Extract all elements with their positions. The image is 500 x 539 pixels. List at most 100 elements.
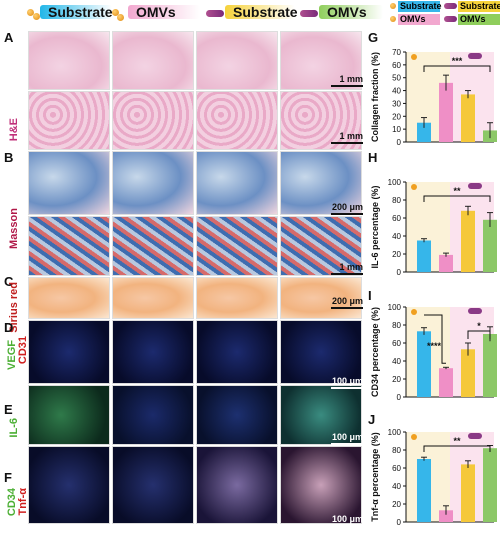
panel-label-f: F bbox=[4, 470, 12, 485]
y-tick-label: 10 bbox=[392, 125, 401, 134]
panel-label-a: A bbox=[4, 30, 14, 45]
y-tick-label: 100 bbox=[388, 428, 402, 437]
bar bbox=[461, 464, 475, 522]
micrograph-masson-detail-2 bbox=[112, 216, 194, 276]
bacteria-icon bbox=[300, 10, 318, 17]
bar bbox=[417, 122, 431, 142]
panel-label-j: J bbox=[368, 412, 376, 427]
bar bbox=[483, 448, 497, 522]
micrograph-sirius-red-1 bbox=[28, 277, 110, 319]
scale-bar-f: 100 μm bbox=[318, 514, 363, 527]
header-omvs-1: OMVs bbox=[128, 4, 200, 20]
bacteria-icon bbox=[206, 10, 224, 17]
omvs-particle-icon bbox=[112, 9, 119, 16]
panel-label-g: G bbox=[368, 30, 379, 45]
significance-stars: ** bbox=[453, 186, 461, 196]
bar bbox=[439, 82, 453, 142]
micrograph-he-overview-2 bbox=[112, 31, 194, 90]
y-tick-label: 40 bbox=[392, 482, 401, 491]
y-tick-label: 60 bbox=[392, 61, 401, 70]
chart-g: 0 10 20 30 40 50 60 70 Collagen fraction (%) *** bbox=[370, 48, 497, 147]
micrograph-masson-overview-4 bbox=[280, 151, 362, 215]
y-tick-label: 20 bbox=[392, 375, 401, 384]
y-tick-label: 30 bbox=[392, 99, 401, 108]
scale-bar-a1: 1 mm bbox=[325, 74, 363, 87]
micrograph-masson-detail-3 bbox=[196, 216, 278, 276]
legend-omvs-bacteria: OMVs bbox=[458, 14, 500, 25]
micrograph-il6-3 bbox=[196, 385, 278, 445]
y-tick-label: 20 bbox=[392, 500, 401, 509]
bar bbox=[483, 219, 497, 272]
micrograph-vegf-cd31-1 bbox=[28, 320, 110, 384]
micrograph-he-detail-1 bbox=[28, 91, 110, 150]
bacteria-icon bbox=[468, 53, 482, 59]
micrograph-masson-overview-1 bbox=[28, 151, 110, 215]
bar bbox=[439, 510, 453, 522]
significance-bracket-right bbox=[467, 330, 491, 339]
micrograph-sirius-red-3 bbox=[196, 277, 278, 319]
y-tick-label: 60 bbox=[392, 214, 401, 223]
significance-stars-right: * bbox=[477, 321, 481, 331]
scale-bar-e: 100 μm bbox=[318, 432, 363, 445]
bar bbox=[483, 334, 497, 397]
y-tick-label: 40 bbox=[392, 357, 401, 366]
y-tick-label: 80 bbox=[392, 446, 401, 455]
substrate-icon bbox=[411, 309, 417, 315]
y-tick-label: 50 bbox=[392, 74, 401, 83]
y-tick-label: 0 bbox=[397, 393, 402, 402]
y-tick-label: 0 bbox=[397, 268, 402, 277]
header-substrate-2: Substrate bbox=[225, 4, 298, 20]
micrograph-cd34-tnf-3 bbox=[196, 446, 278, 524]
stain-label-il6: IL-6 bbox=[8, 418, 20, 438]
significance-bracket bbox=[423, 445, 491, 452]
y-tick-label: 60 bbox=[392, 464, 401, 473]
scale-bar-b1: 200 μm bbox=[318, 202, 363, 215]
panel-label-b: B bbox=[4, 150, 14, 165]
omvs-particle-icon bbox=[117, 14, 124, 21]
micrograph-masson-detail-1 bbox=[28, 216, 110, 276]
y-tick-label: 20 bbox=[392, 112, 401, 121]
y-tick-label: 70 bbox=[392, 48, 401, 57]
micrograph-sirius-red-2 bbox=[112, 277, 194, 319]
y-axis-label: Tnf-α percentage (%) bbox=[370, 432, 380, 522]
y-tick-label: 40 bbox=[392, 232, 401, 241]
significance-stars-left: **** bbox=[427, 341, 442, 351]
panel-label-e: E bbox=[4, 402, 13, 417]
y-axis-label: Collagen fraction (%) bbox=[370, 52, 380, 142]
stain-label-he: H&E bbox=[8, 118, 20, 142]
y-tick-label: 20 bbox=[392, 250, 401, 259]
micrograph-cd34-tnf-2 bbox=[112, 446, 194, 524]
micrograph-vegf-cd31-4 bbox=[280, 320, 362, 384]
substrate-particle-icon bbox=[33, 13, 40, 20]
significance-bracket bbox=[423, 65, 491, 72]
micrograph-he-overview-4 bbox=[280, 31, 362, 90]
bacteria-icon bbox=[468, 308, 482, 314]
scale-bar-b2: 1 mm bbox=[325, 262, 363, 275]
panel-label-i: I bbox=[368, 288, 372, 303]
micrograph-cd34-tnf-1 bbox=[28, 446, 110, 524]
chart-j: 0 20 40 60 80 100 Tnf-α percentage (%) ** bbox=[370, 428, 497, 527]
micrograph-masson-overview-2 bbox=[112, 151, 194, 215]
stain-label-masson: Masson bbox=[8, 208, 20, 249]
substrate-icon bbox=[411, 184, 417, 190]
y-tick-label: 0 bbox=[397, 138, 402, 147]
y-tick-label: 100 bbox=[388, 178, 402, 187]
micrograph-vegf-cd31-3 bbox=[196, 320, 278, 384]
header-omvs-2: OMVs bbox=[319, 4, 383, 20]
micrograph-he-detail-2 bbox=[112, 91, 194, 150]
panel-label-d: D bbox=[4, 320, 14, 335]
micrograph-sirius-red-4 bbox=[280, 277, 362, 319]
bar bbox=[461, 349, 475, 397]
legend-substrate: Substrate bbox=[398, 1, 442, 12]
y-tick-label: 40 bbox=[392, 87, 401, 96]
bar bbox=[439, 254, 453, 272]
substrate-icon bbox=[411, 54, 417, 60]
significance-bracket-left bbox=[424, 314, 446, 364]
panel-label-h: H bbox=[368, 150, 378, 165]
legend-omvs: OMVs bbox=[398, 14, 440, 25]
bar bbox=[439, 368, 453, 397]
y-tick-label: 80 bbox=[392, 196, 401, 205]
bar bbox=[417, 459, 431, 522]
legend-substrate-bacteria: Substrate bbox=[458, 1, 500, 12]
